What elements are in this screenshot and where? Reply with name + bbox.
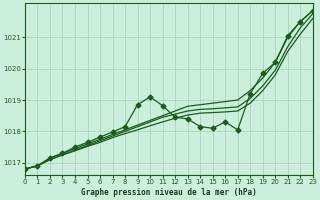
X-axis label: Graphe pression niveau de la mer (hPa): Graphe pression niveau de la mer (hPa) [81, 188, 257, 197]
